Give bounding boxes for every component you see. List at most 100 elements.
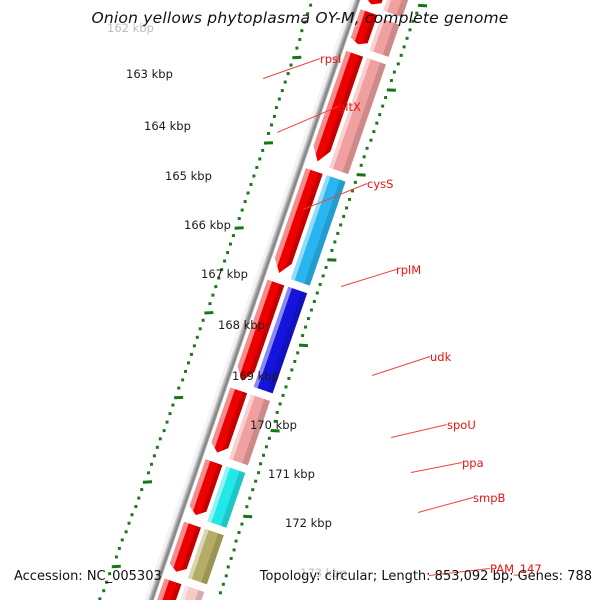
scale-tick-dot	[405, 36, 409, 40]
scale-tick-dot	[192, 344, 197, 348]
scale-tick-dot	[393, 70, 397, 74]
scale-tick-dot	[251, 488, 255, 492]
scale-tick-dot	[275, 106, 279, 110]
scale-tick-dot	[390, 79, 394, 83]
cds-strand-track[interactable]	[114, 0, 424, 600]
accession-text: Accession: NC_005303	[14, 569, 162, 584]
gene-label[interactable]: gltX	[338, 100, 361, 114]
scale-tick-dot	[240, 522, 244, 526]
scale-tick-dot	[315, 291, 319, 295]
scale-tick-dot	[155, 445, 160, 449]
scale-tick-dot	[195, 335, 200, 339]
scale-tick-major	[204, 311, 214, 315]
scale-tick-dot	[318, 282, 322, 287]
scale-tick-dot	[339, 223, 343, 227]
scale-tick-dot	[278, 402, 282, 406]
scale-tick-dot	[289, 63, 293, 67]
scale-tick-dot	[130, 513, 134, 517]
scale-tick-dot	[384, 96, 388, 100]
scale-tick-dot	[183, 369, 187, 373]
scale-tick-dot	[237, 216, 241, 221]
scale-tick-dot	[253, 479, 258, 483]
scale-tick-major	[111, 564, 121, 569]
scale-tick-major	[327, 258, 337, 262]
gene-label[interactable]: ppa	[462, 456, 484, 470]
scale-tick-major	[356, 173, 366, 177]
scale-tick-dot	[243, 199, 247, 204]
scale-tick-dot	[146, 471, 150, 475]
scale-tick-major	[292, 55, 302, 60]
scale-tick-dot	[201, 318, 206, 323]
scale-tick-dot	[152, 454, 156, 458]
scale-tick-dot	[234, 539, 239, 543]
scale-tick-dot	[229, 556, 233, 560]
scale-tick-dot	[278, 97, 282, 101]
scale-tick-dot	[158, 437, 163, 441]
scale-tick-dot	[180, 378, 184, 382]
scale-tick-dot	[301, 334, 305, 338]
scale-tick-dot	[218, 591, 223, 595]
scale-tick-dot	[225, 250, 230, 255]
scale-tick-dot	[353, 180, 358, 185]
scale-tick-dot	[280, 89, 285, 93]
scale-tick-dot	[381, 104, 385, 108]
scale-tick-dot	[330, 248, 334, 253]
scale-tick-dot	[290, 368, 294, 372]
scale-tick-dot	[396, 62, 400, 66]
scale-tick-dot	[262, 453, 266, 457]
scale-tick-dot	[342, 214, 346, 218]
scale-tick-major	[417, 3, 428, 8]
scale-tick-major	[242, 514, 252, 519]
gene-label[interactable]: rplM	[396, 263, 422, 277]
gene-label[interactable]: spoU	[447, 418, 476, 432]
scale-tick-dot	[240, 208, 244, 212]
gene-label[interactable]: cysS	[367, 177, 394, 191]
scale-tick-dot	[307, 317, 311, 321]
page-title: Onion yellows phytoplasma OY-M, complete…	[91, 9, 509, 27]
scale-tick-dot	[213, 284, 218, 289]
scale-tick-dot	[283, 80, 287, 84]
scale-tick-dot	[259, 462, 263, 466]
scale-tick-dot	[168, 412, 172, 416]
scale-tick-major	[174, 395, 184, 400]
scale-tick-dot	[246, 191, 250, 195]
scale-tick-dot	[408, 28, 412, 32]
scale-tick-dot	[300, 29, 304, 33]
scale-tick-dot	[255, 165, 259, 170]
scale-tick-dot	[333, 240, 337, 244]
scale-tick-dot	[368, 138, 373, 142]
scale-tick-dot	[210, 293, 215, 297]
scale-tick-dot	[269, 123, 273, 127]
scale-tick-dot	[371, 129, 376, 134]
scale-tick-dot	[362, 155, 367, 159]
scale-tick-dot	[312, 299, 317, 304]
scale-tick-major	[386, 88, 397, 92]
scale-tick-label: 170 kbp	[250, 418, 297, 432]
scale-tick-dot	[171, 403, 175, 407]
scale-tick-dot	[310, 308, 314, 312]
scale-tick-dot	[114, 555, 118, 559]
scale-tick-dot	[249, 182, 253, 187]
gene-label[interactable]: udk	[430, 350, 452, 364]
scale-tick-dot	[286, 71, 290, 76]
scale-tick-dot	[295, 46, 299, 50]
scale-tick-dot	[266, 131, 270, 135]
scale-tick-dot	[365, 146, 370, 151]
scale-tick-dot	[256, 470, 260, 475]
scale-tick-dot	[402, 45, 406, 49]
scale-tick-label: 169 kbp	[232, 369, 279, 383]
scale-tick-dot	[224, 574, 228, 578]
scale-tick-label: 162 kbp	[107, 21, 154, 35]
gene-label[interactable]: rpsI	[320, 52, 342, 66]
scale-tick-dot	[133, 504, 137, 508]
scale-tick-dot	[281, 393, 285, 398]
scale-tick-dot	[267, 436, 271, 440]
gene-label[interactable]: smpB	[473, 491, 506, 505]
scale-tick-label: 173 kbp	[300, 566, 347, 580]
scale-tick-dot	[359, 163, 364, 168]
scale-tick-dot	[117, 546, 122, 551]
scale-tick-dot	[252, 174, 256, 178]
gene-label[interactable]: PAM_147	[490, 562, 542, 576]
